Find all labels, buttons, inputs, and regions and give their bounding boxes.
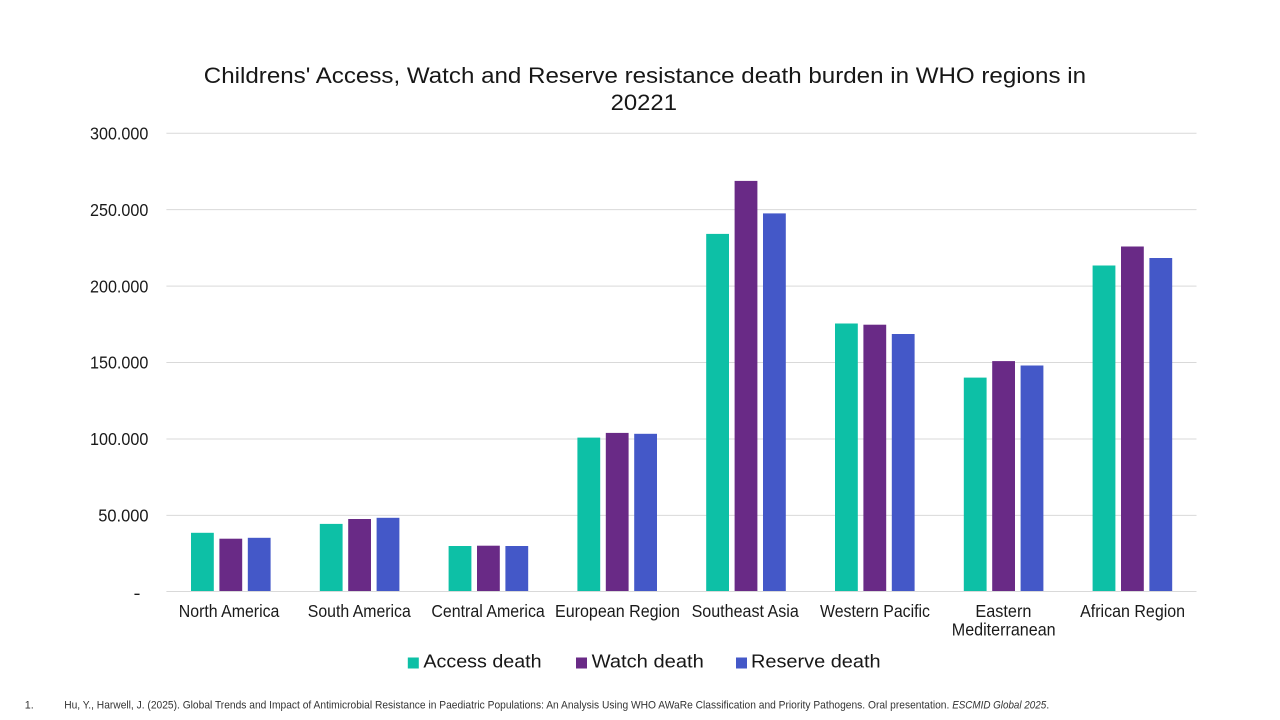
svg-text:African Region: African Region: [1080, 601, 1185, 621]
svg-text:100.000: 100.000: [90, 429, 148, 449]
svg-text:300.000: 300.000: [90, 123, 148, 143]
svg-text:Central America: Central America: [431, 601, 545, 621]
svg-text:North America: North America: [179, 601, 280, 621]
svg-text:50.000: 50.000: [98, 506, 148, 526]
svg-text:Southeast Asia: Southeast Asia: [692, 601, 799, 621]
svg-text:-: -: [134, 583, 141, 603]
svg-text:Reserve death: Reserve death: [751, 652, 881, 672]
svg-text:150.000: 150.000: [90, 353, 148, 373]
svg-text:Western Pacific: Western Pacific: [820, 601, 930, 621]
svg-text:European Region: European Region: [555, 601, 680, 621]
svg-text:Hu, Y., Harwell, J. (2025). Gl: Hu, Y., Harwell, J. (2025). Global Trend…: [64, 700, 1049, 712]
svg-text:Childrens' Access, Watch and R: Childrens' Access, Watch and Reserve res…: [204, 63, 1086, 88]
svg-text:1.: 1.: [25, 700, 34, 712]
svg-text:20221: 20221: [611, 90, 677, 115]
svg-text:Watch death: Watch death: [592, 652, 704, 672]
svg-text:200.000: 200.000: [90, 276, 148, 296]
svg-text:Access death: Access death: [423, 652, 541, 672]
svg-text:250.000: 250.000: [90, 200, 148, 220]
svg-text:Mediterranean: Mediterranean: [952, 620, 1056, 640]
svg-text:Eastern: Eastern: [975, 601, 1031, 621]
svg-text:South America: South America: [308, 601, 411, 621]
